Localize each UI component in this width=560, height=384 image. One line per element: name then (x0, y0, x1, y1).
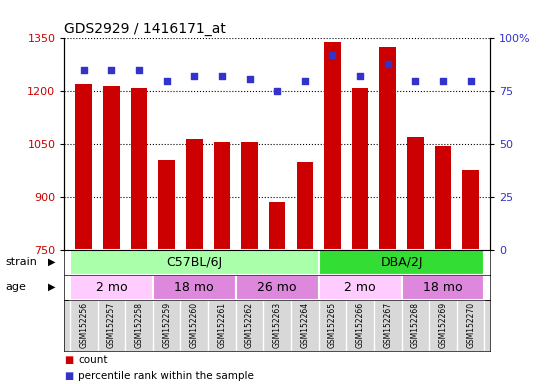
Point (411, 78, 420, 84)
Point (217, 73, 226, 79)
Text: ▶: ▶ (48, 282, 55, 292)
Point (300, 78, 309, 84)
Bar (153, 275, 236, 300)
Text: strain: strain (6, 257, 38, 267)
Bar (297, 162, 313, 250)
Bar (236, 275, 319, 300)
Text: ▶: ▶ (48, 257, 55, 267)
Text: GSM152263: GSM152263 (273, 302, 282, 348)
Text: GDS2929 / 1416171_at: GDS2929 / 1416171_at (64, 22, 226, 36)
Text: GSM152266: GSM152266 (356, 302, 365, 348)
Text: GSM152268: GSM152268 (411, 302, 420, 348)
Bar (402, 275, 484, 300)
Bar (241, 142, 258, 250)
Text: C57BL/6J: C57BL/6J (166, 256, 222, 268)
Text: 18 mo: 18 mo (423, 281, 463, 293)
Text: GSM152265: GSM152265 (328, 302, 337, 348)
Bar (380, 47, 396, 250)
Bar (319, 275, 402, 300)
Text: GSM152257: GSM152257 (107, 302, 116, 348)
Point (383, 61, 392, 67)
Bar (186, 139, 203, 250)
Bar (463, 170, 479, 250)
Text: 2 mo: 2 mo (344, 281, 376, 293)
Text: GSM152256: GSM152256 (80, 302, 88, 348)
Point (190, 73, 199, 79)
Point (356, 73, 365, 79)
Bar (269, 202, 286, 250)
Point (273, 88, 282, 94)
Bar (407, 137, 424, 250)
Text: 2 mo: 2 mo (96, 281, 127, 293)
Point (466, 78, 475, 84)
Bar (213, 142, 230, 250)
Point (438, 78, 447, 84)
Text: GSM152261: GSM152261 (217, 302, 226, 348)
Text: ■: ■ (64, 354, 74, 364)
Bar (130, 88, 147, 250)
Bar (103, 86, 120, 250)
Point (107, 67, 116, 73)
Bar (76, 84, 92, 250)
Text: GSM152260: GSM152260 (190, 302, 199, 348)
Bar (435, 146, 451, 250)
Text: 18 mo: 18 mo (175, 281, 214, 293)
Bar (319, 250, 484, 275)
Bar (324, 42, 341, 250)
Text: 26 mo: 26 mo (258, 281, 297, 293)
Point (134, 67, 143, 73)
Text: GSM152259: GSM152259 (162, 302, 171, 348)
Text: GSM152267: GSM152267 (383, 302, 392, 348)
Text: GSM152269: GSM152269 (438, 302, 447, 348)
Point (162, 78, 171, 84)
Text: GSM152270: GSM152270 (466, 302, 475, 348)
Text: age: age (6, 282, 26, 292)
Text: percentile rank within the sample: percentile rank within the sample (78, 371, 254, 381)
Text: GSM152264: GSM152264 (300, 302, 309, 348)
Point (245, 75, 254, 81)
Text: GSM152258: GSM152258 (134, 302, 143, 348)
Bar (70, 275, 153, 300)
Text: count: count (78, 354, 108, 364)
Bar (70, 250, 319, 275)
Text: DBA/2J: DBA/2J (380, 256, 423, 268)
Text: ■: ■ (64, 371, 74, 381)
Point (328, 52, 337, 58)
Point (80, 67, 88, 73)
Text: GSM152262: GSM152262 (245, 302, 254, 348)
Bar (352, 88, 368, 250)
Bar (158, 160, 175, 250)
